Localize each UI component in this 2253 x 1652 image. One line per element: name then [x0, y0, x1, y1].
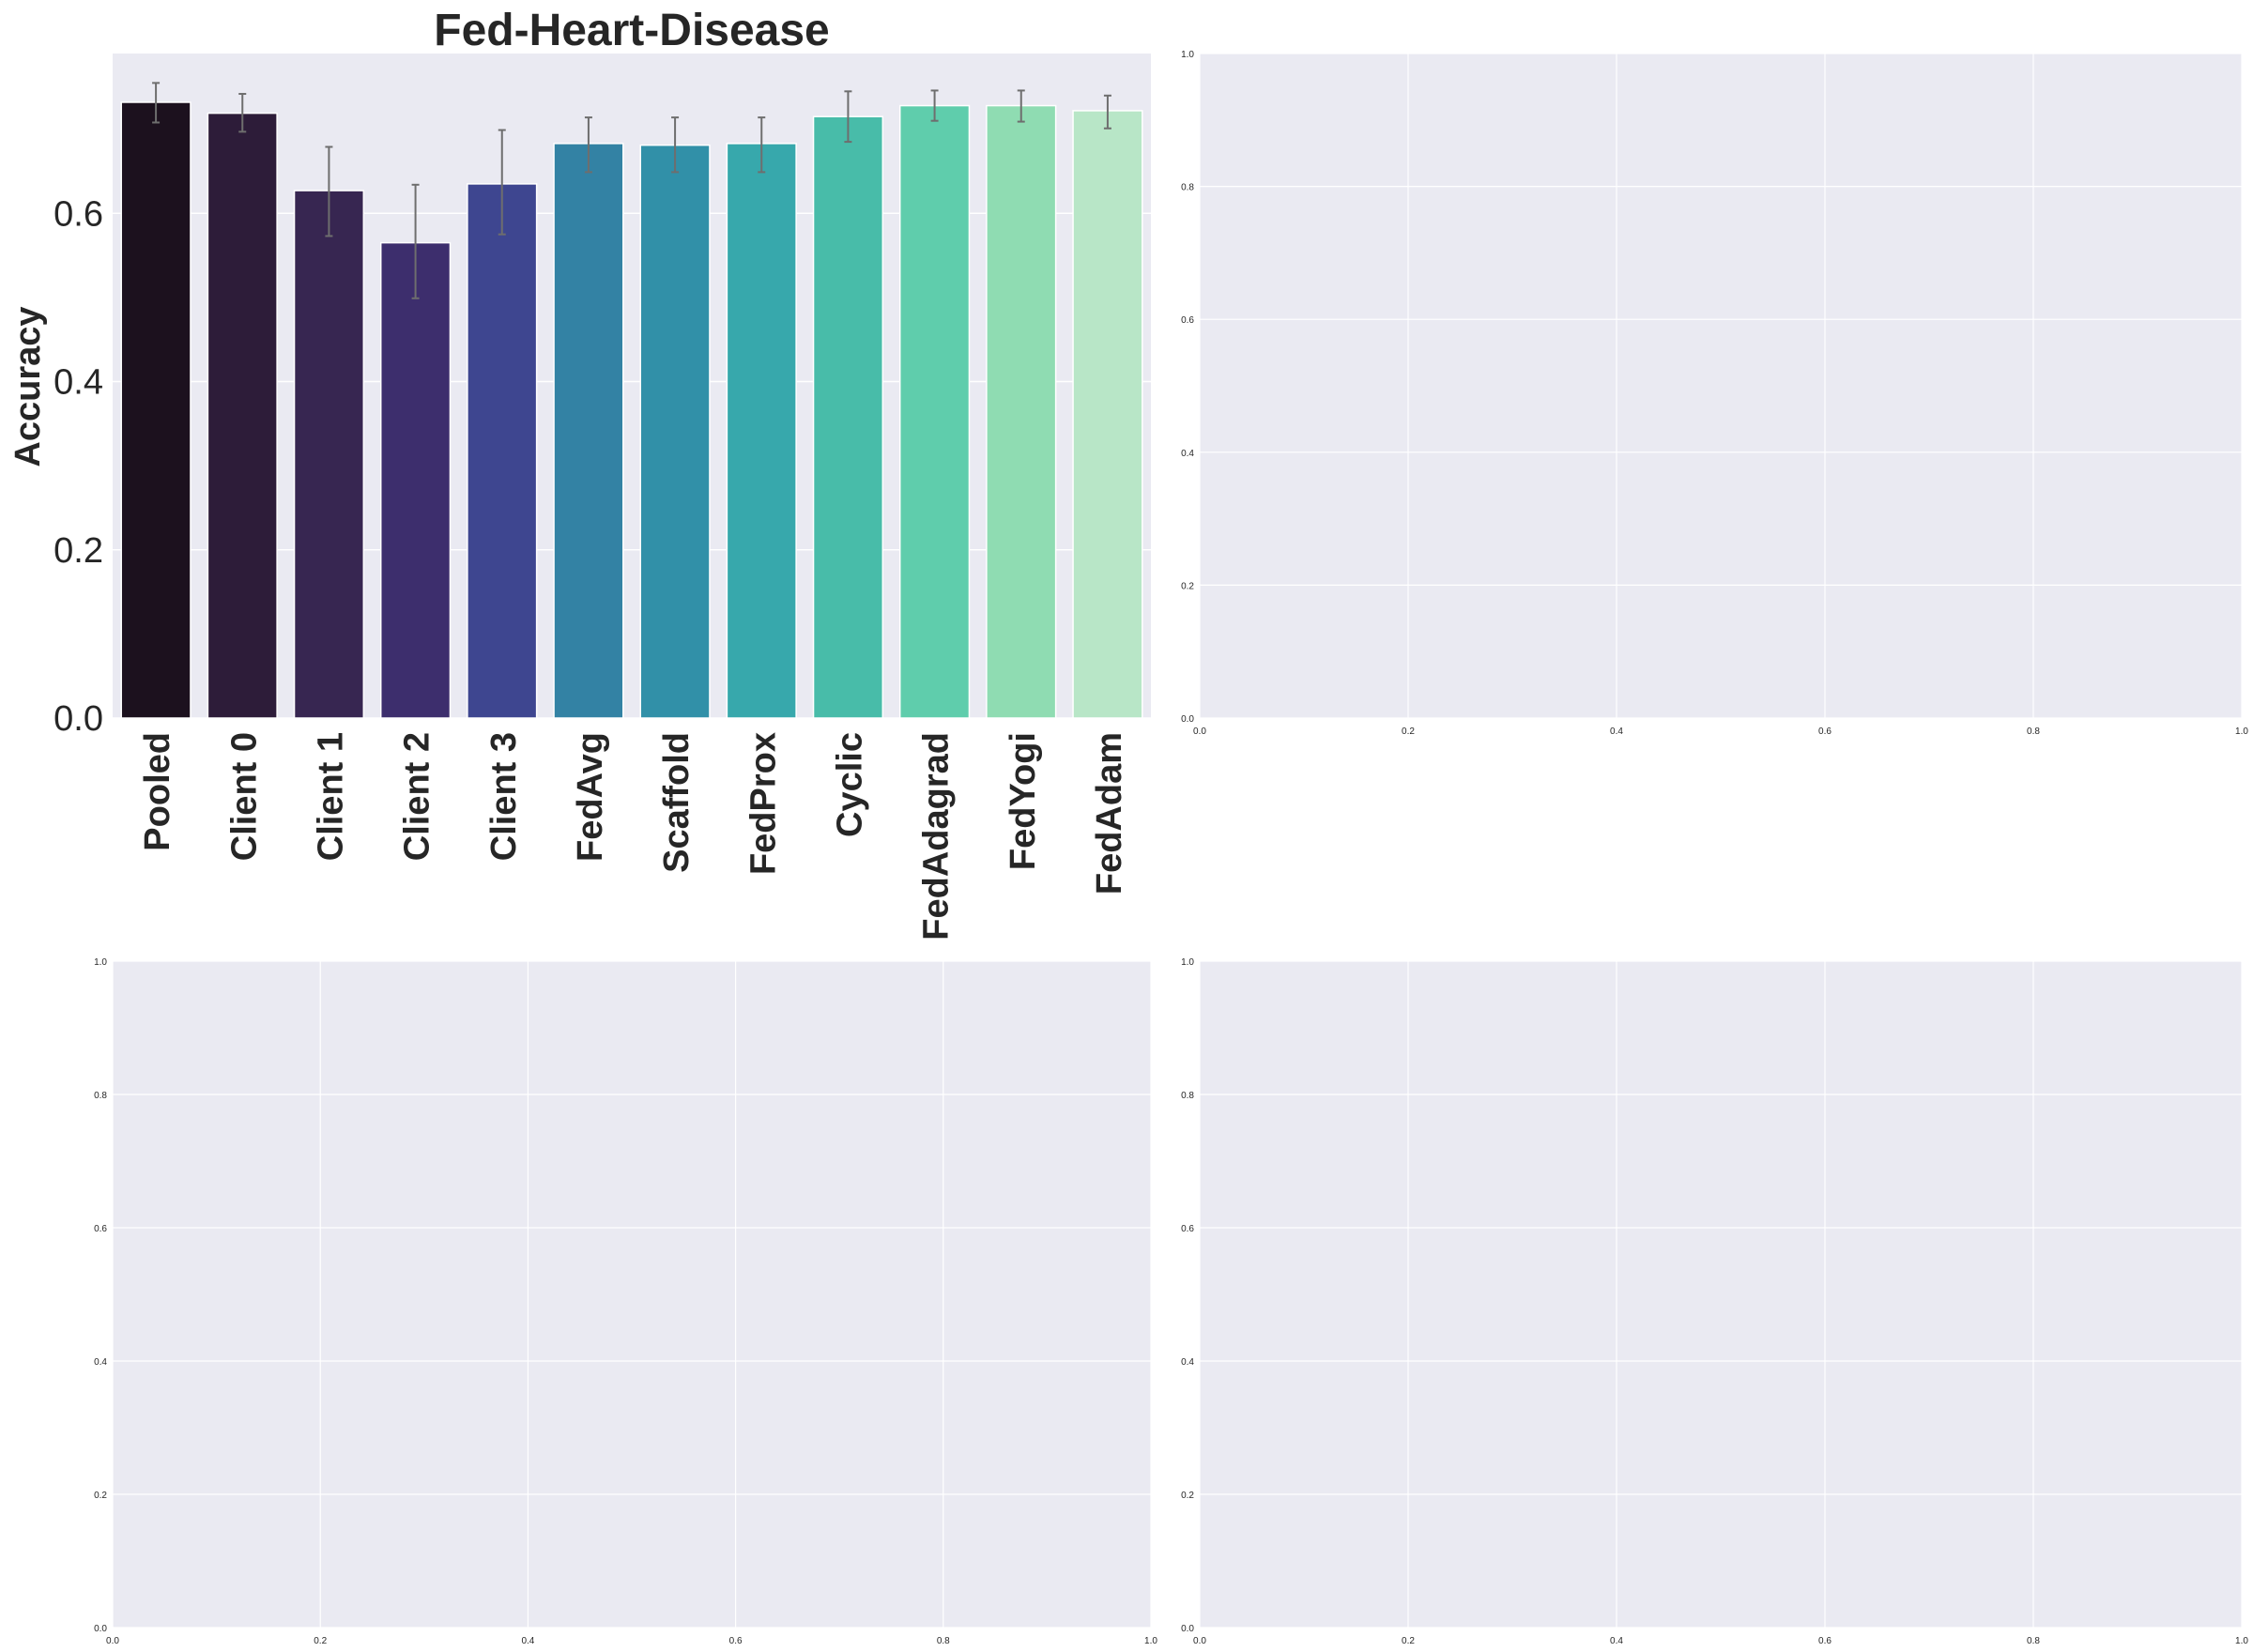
bar	[1072, 110, 1143, 719]
x-tick-label: Client 3	[484, 732, 524, 861]
bar	[293, 190, 365, 719]
x-tick-label: Client 2	[398, 732, 437, 861]
x-tick-label: 0.0	[1193, 1636, 1206, 1646]
x-tick-label: Pooled	[138, 732, 177, 851]
bar	[553, 143, 624, 719]
x-tick-label: 0.4	[1610, 727, 1623, 737]
y-tick-label: 1.0	[94, 957, 107, 968]
plot-area	[113, 961, 1151, 1628]
y-tick-label: 0.8	[1181, 1091, 1194, 1101]
bar	[726, 143, 797, 719]
y-tick-label: 0.4	[54, 363, 103, 403]
error-bars	[152, 82, 1111, 299]
error-bar	[930, 89, 939, 122]
y-tick-labels: 0.0 0.2 0.4 0.6	[54, 194, 103, 739]
panel-empty-bottom-right: 0.0 0.2 0.4 0.6 0.8 1.0 0.0 0.2 0.4 0.6 0.8 1.0	[1181, 957, 2248, 1646]
y-tick-label: 0.6	[1181, 315, 1194, 326]
x-tick-label: 0.6	[729, 1636, 743, 1646]
error-bar	[152, 82, 161, 124]
y-tick-label: 0.6	[94, 1224, 107, 1234]
y-tick-label: 0.2	[54, 531, 103, 571]
y-tick-label: 0.4	[1181, 1357, 1194, 1368]
error-bar	[758, 116, 766, 174]
bar	[986, 104, 1057, 719]
y-tick-label: 0.2	[1181, 581, 1194, 591]
x-tick-label: 0.2	[314, 1636, 327, 1646]
panel-empty-bottom-left: 0.0 0.2 0.4 0.6 0.8 1.0 0.0 0.2 0.4 0.6 0.8 1.0	[94, 957, 1157, 1646]
x-tick-label: 0.8	[2027, 1636, 2040, 1646]
y-tick-label: 0.8	[1181, 183, 1194, 193]
x-tick-label: FedProx	[743, 732, 783, 875]
panel-empty-top-right: 0.0 0.2 0.4 0.6 0.8 1.0 0.0 0.2 0.4 0.6 0.8 1.0	[1181, 50, 2248, 737]
x-tick-label: 0.2	[1402, 727, 1415, 737]
error-bar	[325, 145, 333, 237]
bar	[467, 183, 538, 719]
x-tick-label: FedAdam	[1090, 732, 1129, 895]
x-tick-label: 0.0	[1193, 727, 1206, 737]
x-tick-label: 0.2	[1402, 1636, 1415, 1646]
y-tick-label: 0.8	[94, 1091, 107, 1101]
y-axis-label: Accuracy	[8, 306, 48, 467]
error-bar	[671, 116, 680, 174]
chart-title: Fed-Heart-Disease	[434, 6, 830, 55]
bar	[812, 115, 884, 719]
x-tick-label: Scaffold	[657, 732, 697, 873]
y-tick-label: 0.0	[1181, 714, 1194, 725]
x-tick-labels: Pooled Client 0 Client 1 Client 2 Client 3 Fe…	[138, 732, 1129, 941]
bar	[639, 144, 711, 719]
plot-area	[1200, 54, 2242, 718]
x-tick-label: 1.0	[2235, 1636, 2248, 1646]
x-tick-label: 0.4	[521, 1636, 534, 1646]
plot-area	[1200, 961, 2242, 1628]
x-tick-label: 0.6	[1818, 727, 1832, 737]
error-bar	[238, 93, 247, 133]
y-tick-label: 1.0	[1181, 50, 1194, 60]
gridlines	[113, 212, 1151, 719]
y-tick-label: 0.4	[1181, 449, 1194, 459]
y-tick-label: 0.0	[1181, 1624, 1194, 1634]
x-tick-label: 1.0	[2235, 727, 2248, 737]
y-tick-label: 1.0	[1181, 957, 1194, 968]
y-tick-label: 0.0	[94, 1624, 107, 1634]
bars	[120, 101, 1143, 719]
y-tick-label: 0.6	[54, 194, 103, 234]
x-tick-label: FedAvg	[571, 732, 610, 862]
x-tick-label: Client 0	[224, 732, 264, 861]
x-tick-label: Cyclic	[830, 732, 869, 837]
error-bar	[844, 90, 852, 144]
error-bar	[1017, 89, 1025, 123]
bar	[120, 101, 192, 719]
error-bar	[1103, 94, 1111, 130]
x-tick-label: 0.6	[1818, 1636, 1832, 1646]
error-bar	[411, 183, 420, 299]
bar	[898, 104, 971, 719]
bar	[207, 112, 278, 719]
x-tick-label: 0.4	[1610, 1636, 1623, 1646]
x-tick-label: 0.0	[106, 1636, 119, 1646]
y-tick-label: 0.4	[94, 1357, 107, 1368]
x-tick-label: Client 1	[311, 732, 350, 861]
y-tick-label: 0.2	[94, 1491, 107, 1501]
x-tick-label: 1.0	[1144, 1636, 1157, 1646]
panel-bar-chart: 0.0 0.2 0.4 0.6 Pooled Client 0 Client 1 Clien…	[8, 6, 1151, 941]
x-tick-label: FedAdagrad	[917, 732, 957, 941]
y-tick-label: 0.2	[1181, 1491, 1194, 1501]
bar	[379, 241, 452, 719]
y-tick-label: 0.6	[1181, 1224, 1194, 1234]
x-tick-label: 0.8	[937, 1636, 950, 1646]
x-tick-label: FedYogi	[1004, 732, 1043, 870]
error-bar	[498, 129, 506, 236]
y-tick-label: 0.0	[54, 699, 103, 739]
plot-area	[113, 54, 1151, 718]
error-bar	[584, 116, 592, 174]
x-tick-label: 0.8	[2027, 727, 2040, 737]
